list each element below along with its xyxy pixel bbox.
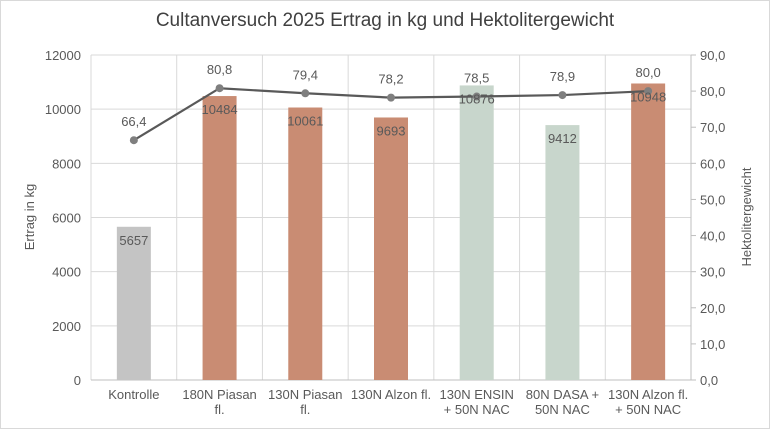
- bar-data-label: 10876: [459, 91, 495, 106]
- line-marker: [644, 87, 653, 96]
- line-marker: [215, 84, 224, 93]
- bar-data-label: 9693: [377, 123, 406, 138]
- line-marker: [558, 91, 567, 100]
- y-tick-label: 4000: [52, 265, 81, 280]
- bar: [288, 107, 323, 380]
- line-marker: [301, 89, 310, 98]
- bar: [459, 85, 494, 381]
- chart-title: Cultanversuch 2025 Ertrag in kg und Hekt…: [155, 10, 615, 31]
- bar-data-label: 9412: [548, 131, 577, 146]
- y2-tick-label: 10,0: [700, 337, 725, 352]
- line-data-label: 79,4: [293, 67, 318, 82]
- y-tick-label: 2000: [52, 319, 81, 334]
- bar: [202, 96, 237, 380]
- y-tick-label: 8000: [52, 156, 81, 171]
- line-data-label: 80,0: [635, 65, 660, 80]
- y-tick-label: 0: [74, 373, 81, 388]
- x-tick-label: 130N Alzon fl.: [351, 387, 431, 402]
- x-tick-label: fl.: [300, 402, 310, 417]
- bar-data-label: 10484: [201, 102, 237, 117]
- y-tick-label: 6000: [52, 211, 81, 226]
- y2-tick-label: 80,0: [700, 84, 725, 99]
- line-data-label: 78,9: [550, 69, 575, 84]
- y-axis-title: Ertrag in kg: [22, 184, 37, 250]
- bar-data-label: 5657: [119, 233, 148, 248]
- y2-tick-label: 30,0: [700, 265, 725, 280]
- bar-data-label: 10061: [287, 114, 323, 129]
- line-data-label: 80,8: [207, 62, 232, 77]
- x-tick-label: fl.: [215, 402, 225, 417]
- x-tick-label: + 50N NAC: [615, 402, 681, 417]
- y2-tick-label: 60,0: [700, 156, 725, 171]
- line-data-label: 66,4: [121, 114, 146, 129]
- y-tick-label: 12000: [45, 48, 81, 63]
- bar: [116, 226, 151, 380]
- line-marker: [472, 92, 481, 101]
- y-tick-label: 10000: [45, 102, 81, 117]
- y2-tick-label: 50,0: [700, 192, 725, 207]
- x-tick-label: 130N Piasan: [268, 387, 342, 402]
- x-tick-label: 80N DASA +: [526, 387, 599, 402]
- bar: [374, 117, 408, 380]
- y2-tick-label: 20,0: [700, 301, 725, 316]
- line-marker: [387, 93, 395, 102]
- x-tick-label: + 50N NAC: [444, 402, 510, 417]
- y2-tick-label: 70,0: [700, 120, 725, 135]
- y2-axis-title: Hektolitergewicht: [739, 167, 754, 266]
- bar: [545, 125, 580, 380]
- bar: [631, 83, 666, 380]
- x-tick-label: 50N NAC: [535, 402, 590, 417]
- y2-tick-label: 90,0: [700, 48, 725, 63]
- y2-tick-label: 0,0: [700, 373, 718, 388]
- x-tick-label: 180N Piasan: [182, 387, 256, 402]
- line-marker: [129, 136, 138, 145]
- x-tick-label: 130N ENSIN: [440, 387, 514, 402]
- y2-tick-label: 40,0: [700, 229, 725, 244]
- x-tick-label: 130N Alzon fl.: [608, 387, 688, 402]
- bar-data-label: 10948: [630, 89, 666, 104]
- line-data-label: 78,5: [464, 71, 489, 86]
- line-data-label: 78,2: [378, 72, 403, 87]
- x-tick-label: Kontrolle: [108, 387, 159, 402]
